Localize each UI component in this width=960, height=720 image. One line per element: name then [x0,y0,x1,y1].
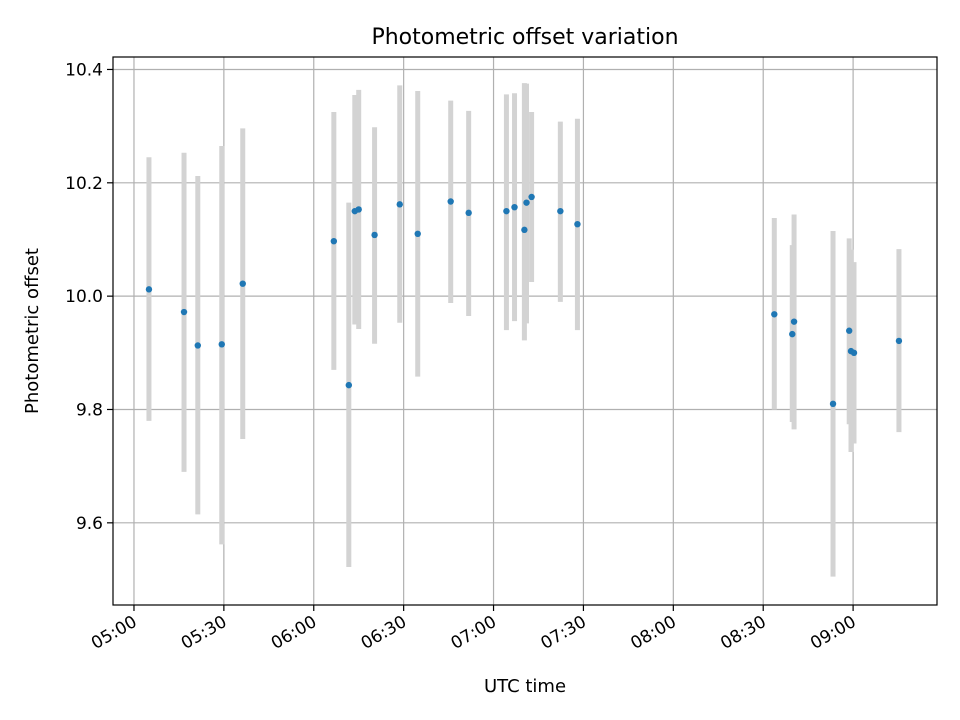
y-tick-label: 9.6 [76,514,103,534]
y-tick-label: 10.2 [65,174,103,194]
data-point [355,206,362,213]
x-tick-label: 05:30 [178,612,230,654]
data-point [850,349,858,357]
data-point [511,203,518,211]
x-tick-label: 06:30 [358,612,410,654]
x-tick-label: 09:00 [807,612,859,654]
data-point [895,337,903,345]
plot-frame [112,56,938,606]
x-tick-label: 08:00 [627,612,679,654]
data-point [523,199,530,206]
data-point [465,209,472,217]
data-point [557,207,564,215]
data-point [521,226,528,234]
x-tick-label: 07:00 [448,612,500,654]
error-bars [146,83,902,577]
data-point [528,193,535,201]
data-point [239,280,246,287]
y-tick-label: 10.4 [65,60,103,80]
data-point [345,381,353,389]
data-point [414,230,421,238]
data-point [447,198,454,205]
y-tick-label: 9.8 [76,400,103,420]
data-point [503,207,510,215]
x-tick-label: 07:30 [537,612,589,654]
y-axis-label: Photometric offset [22,248,43,414]
x-tick-label: 05:00 [88,612,140,654]
x-axis-ticks: 05:00 05:30 06:00 06:30 07:00 07:30 08:00 08:30… [88,605,860,654]
data-point [396,201,403,208]
data-point [371,231,378,239]
data-point [829,400,837,408]
data-point [218,341,225,348]
data-point [194,342,201,349]
data-point [145,286,153,293]
data-point [771,311,778,318]
x-axis-label: UTC time [484,676,566,697]
x-tick-label: 08:30 [717,612,769,654]
data-point [790,318,798,325]
data-point [180,308,188,316]
data-point [789,330,796,338]
x-tick-label: 06:00 [268,612,320,654]
y-tick-label: 10.0 [65,287,103,307]
data-points [145,193,903,408]
data-point [574,220,581,228]
data-point [330,237,338,245]
data-point [846,327,853,334]
chart-title: Photometric offset variation [371,25,678,50]
y-axis-ticks: 9.6 9.8 10.0 10.2 10.4 [65,60,113,534]
